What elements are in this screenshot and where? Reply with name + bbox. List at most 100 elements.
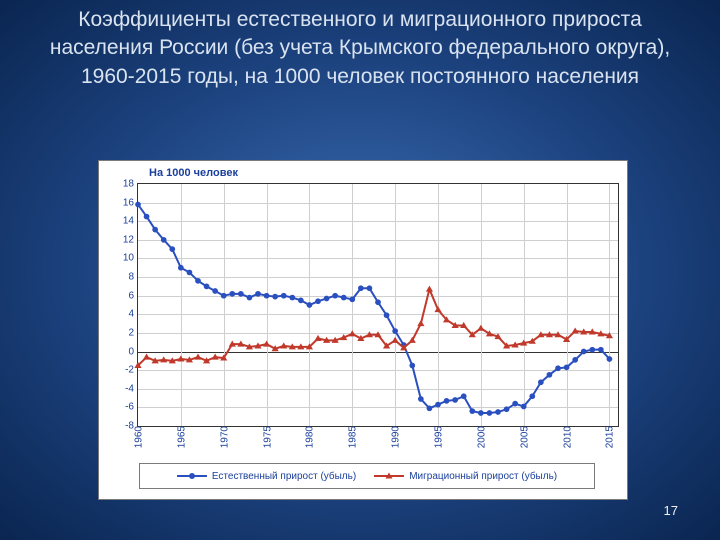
y-tick-label: -4 [125, 383, 138, 394]
legend-label: Миграционный прирост (убыль) [409, 471, 557, 482]
x-tick-label: 1985 [346, 426, 359, 448]
legend: Естественный прирост (убыль) Миграционный… [139, 463, 595, 489]
series-marker [375, 299, 381, 305]
series-marker [418, 396, 424, 402]
series-marker [434, 306, 441, 312]
x-tick-label: 1965 [174, 426, 187, 448]
series-marker [409, 337, 416, 343]
series-marker [272, 294, 278, 300]
series-marker [341, 295, 347, 301]
y-tick-label: 10 [123, 253, 138, 264]
x-tick-label: 2005 [517, 426, 530, 448]
series-marker [427, 405, 433, 411]
slide-title: Коэффициенты естественного и миграционно… [0, 0, 720, 91]
legend-item: Миграционный прирост (убыль) [374, 470, 557, 482]
series-marker [178, 265, 184, 271]
y-tick-label: 18 [123, 179, 138, 190]
series-marker [143, 354, 150, 360]
series-marker [324, 296, 330, 302]
series-marker [204, 284, 210, 290]
series-marker [521, 404, 527, 410]
series-marker [264, 293, 270, 299]
series-marker [392, 337, 399, 343]
y-tick-label: 4 [128, 309, 138, 320]
series-marker [469, 408, 475, 414]
series-marker [538, 379, 544, 385]
series-marker [144, 214, 150, 220]
x-tick-label: 1975 [260, 426, 273, 448]
series-marker [263, 341, 270, 347]
series-marker [581, 349, 587, 355]
series-marker [187, 270, 193, 276]
series-marker [607, 356, 613, 362]
series-marker [194, 354, 201, 360]
series-marker [495, 409, 501, 415]
series-marker [195, 278, 201, 284]
series-svg [138, 184, 618, 426]
chart-container: На 1000 человек -8-6-4-20246810121416181… [98, 160, 628, 500]
series-marker [409, 363, 415, 369]
series-marker [417, 320, 424, 326]
series-marker [281, 293, 287, 299]
y-tick-label: 12 [123, 234, 138, 245]
y-tick-label: 8 [128, 272, 138, 283]
series-marker [315, 298, 321, 304]
y-tick-label: -6 [125, 402, 138, 413]
plot-area: -8-6-4-202468101214161819601965197019751… [137, 183, 619, 427]
series-marker [555, 365, 561, 371]
series-line [138, 289, 609, 365]
series-marker [238, 291, 244, 297]
series-marker [349, 297, 355, 303]
series-marker [444, 398, 450, 404]
series-marker [478, 410, 484, 416]
x-tick-label: 1990 [389, 426, 402, 448]
series-marker [247, 295, 253, 301]
y-tick-label: 0 [128, 346, 138, 357]
y-tick-label: 2 [128, 327, 138, 338]
series-marker [221, 293, 227, 299]
series-marker [169, 246, 175, 252]
series-marker [298, 297, 304, 303]
series-marker [529, 393, 535, 399]
series-marker [135, 202, 141, 208]
series-marker [161, 237, 167, 243]
series-marker [229, 291, 235, 297]
slide-root: Коэффициенты естественного и миграционно… [0, 0, 720, 540]
x-tick-label: 2000 [474, 426, 487, 448]
x-tick-label: 2010 [560, 426, 573, 448]
series-marker [487, 410, 493, 416]
series-marker [212, 288, 218, 294]
series-marker [426, 286, 433, 292]
series-marker [504, 406, 510, 412]
series-marker [307, 302, 313, 308]
series-marker [349, 330, 356, 336]
x-tick-label: 2015 [603, 426, 616, 448]
series-marker [289, 295, 295, 301]
series-marker [332, 293, 338, 299]
series-marker [547, 372, 553, 378]
x-tick-label: 1980 [303, 426, 316, 448]
series-marker [384, 312, 390, 318]
x-tick-label: 1960 [132, 426, 145, 448]
page-number: 17 [664, 503, 678, 518]
series-marker [572, 357, 578, 363]
y-axis-label: На 1000 человек [149, 167, 238, 179]
y-tick-label: 16 [123, 197, 138, 208]
x-tick-label: 1995 [432, 426, 445, 448]
series-marker [367, 285, 373, 291]
series-marker [358, 285, 364, 291]
series-marker [589, 347, 595, 353]
legend-label: Естественный прирост (убыль) [212, 471, 356, 482]
legend-swatch [177, 470, 207, 482]
series-marker [598, 347, 604, 353]
series-marker [255, 291, 261, 297]
series-marker [392, 328, 398, 334]
series-marker [564, 365, 570, 371]
legend-item: Естественный прирост (убыль) [177, 470, 356, 482]
x-tick-label: 1970 [217, 426, 230, 448]
series-marker [461, 393, 467, 399]
y-tick-label: 14 [123, 216, 138, 227]
series-marker [314, 335, 321, 341]
series-marker [512, 401, 518, 407]
series-marker [452, 397, 458, 403]
